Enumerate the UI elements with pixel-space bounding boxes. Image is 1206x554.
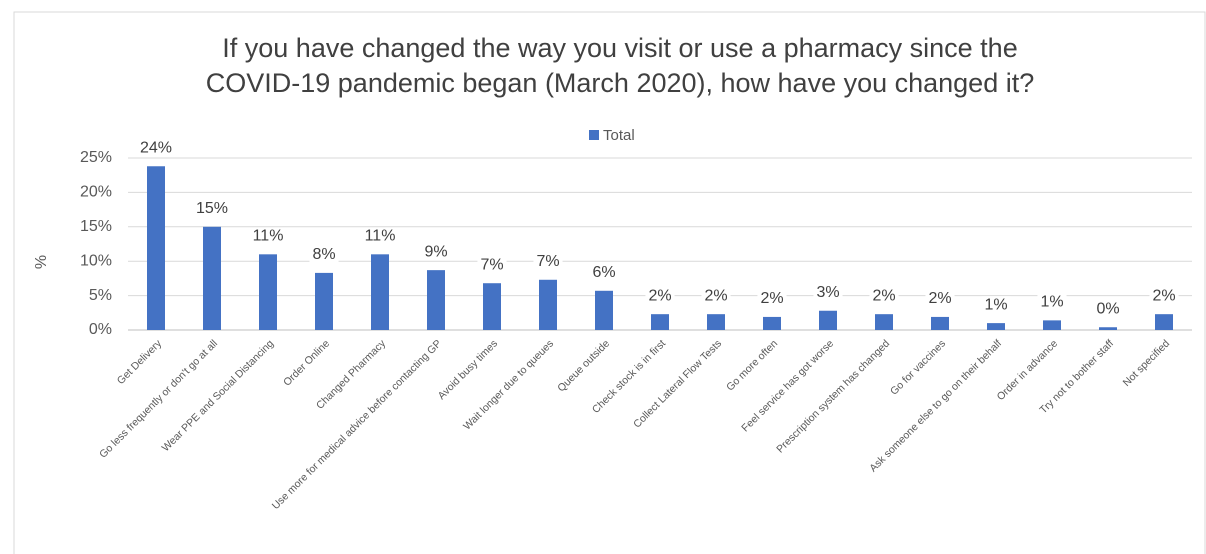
data-label: 2% xyxy=(872,287,895,304)
y-tick-label: 10% xyxy=(80,252,112,269)
data-label: 24% xyxy=(140,139,172,156)
bar xyxy=(203,226,221,330)
x-tick-label: Queue outside xyxy=(555,337,612,394)
data-label: 9% xyxy=(424,243,447,260)
y-tick-label: 20% xyxy=(80,184,112,201)
data-label: 0% xyxy=(1096,300,1119,317)
data-label: 3% xyxy=(816,284,839,301)
chart-frame xyxy=(13,11,1206,554)
x-tick-label: Not specified xyxy=(1121,337,1173,389)
data-label-bg xyxy=(1149,287,1179,305)
data-label-bg xyxy=(192,200,232,218)
bar xyxy=(147,166,165,330)
bar xyxy=(707,314,725,330)
x-tick-label: Go more often xyxy=(724,337,780,393)
data-label: 2% xyxy=(1152,287,1175,304)
x-tick-label: Avoid busy times xyxy=(436,338,500,402)
data-label: 1% xyxy=(984,296,1007,313)
y-tick-label: 0% xyxy=(89,321,112,338)
data-label-bg xyxy=(477,256,507,274)
data-label: 15% xyxy=(196,200,228,217)
data-label-bg xyxy=(421,243,451,261)
x-tick-label: Feel service has got worse xyxy=(739,337,836,434)
bar xyxy=(259,254,277,330)
data-label-bg xyxy=(589,264,619,282)
data-label: 2% xyxy=(648,287,671,304)
bar xyxy=(539,279,557,330)
y-tick-label: 25% xyxy=(80,149,112,166)
x-tick-label: Order in advance xyxy=(995,337,1061,403)
data-label-bg xyxy=(813,283,843,301)
data-label-bg xyxy=(645,287,675,305)
bar xyxy=(483,283,501,330)
data-label-bg xyxy=(1037,293,1067,311)
data-label: 2% xyxy=(928,290,951,307)
y-tick-label: 5% xyxy=(89,287,112,304)
x-tick-label: Get Delivery xyxy=(115,337,165,387)
data-label-bg xyxy=(249,227,287,245)
data-label: 8% xyxy=(312,246,335,263)
data-label-bg xyxy=(925,290,955,308)
data-label: 2% xyxy=(704,287,727,304)
y-axis-label: % xyxy=(33,255,50,269)
chart-title: If you have changed the way you visit or… xyxy=(222,33,1017,63)
bar xyxy=(651,314,669,330)
bar xyxy=(595,290,613,330)
bar xyxy=(1155,314,1173,330)
data-label-bg xyxy=(309,246,339,264)
data-label-bg xyxy=(1093,300,1123,318)
legend-label: Total xyxy=(603,127,635,144)
data-label-bg xyxy=(757,290,787,308)
data-label-bg xyxy=(361,227,399,245)
x-tick-label: Prescription system has changed xyxy=(774,337,892,455)
data-label-bg xyxy=(981,296,1011,314)
chart-title: COVID-19 pandemic began (March 2020), ho… xyxy=(206,68,1034,98)
x-tick-label: Wear PPE and Social Distancing xyxy=(160,337,277,454)
bar xyxy=(987,323,1005,330)
bar xyxy=(1043,320,1061,330)
bar xyxy=(763,316,781,330)
data-label: 6% xyxy=(592,264,615,281)
data-label: 11% xyxy=(365,228,396,245)
x-tick-label: Order Online xyxy=(281,337,332,388)
legend-swatch xyxy=(589,130,599,140)
bar xyxy=(819,310,837,330)
bar xyxy=(427,270,445,330)
bar xyxy=(875,314,893,330)
data-label: 11% xyxy=(253,228,284,245)
y-tick-label: 15% xyxy=(80,218,112,235)
data-label-bg xyxy=(701,287,731,305)
data-label: 2% xyxy=(760,290,783,307)
data-label-bg xyxy=(869,287,899,305)
data-label: 1% xyxy=(1040,294,1063,311)
bar xyxy=(315,272,333,330)
bar xyxy=(371,254,389,330)
data-label: 7% xyxy=(536,253,559,270)
data-label-bg xyxy=(136,139,176,157)
data-label-bg xyxy=(533,252,563,271)
x-tick-label: Wait longer due to queues xyxy=(461,338,556,433)
x-tick-label: Go less frequently or don't go at all xyxy=(97,338,220,461)
x-tick-label: Go for vaccines xyxy=(888,338,948,398)
bar xyxy=(931,316,949,330)
bar xyxy=(1099,327,1117,330)
data-label: 7% xyxy=(480,256,503,273)
